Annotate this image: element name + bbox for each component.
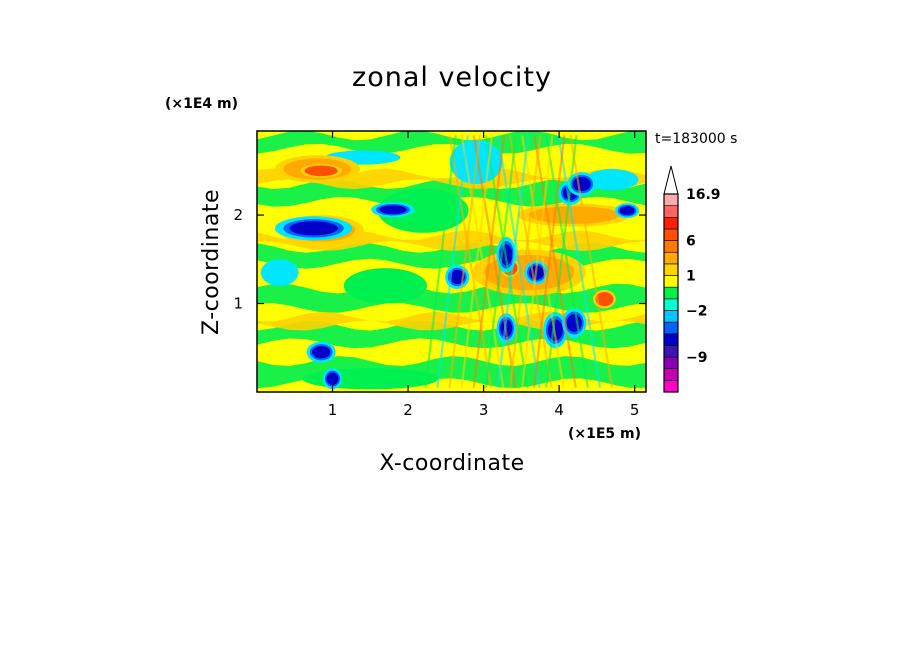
x-units-label: (×1E5 m): [568, 426, 641, 442]
y-tick-label: 2: [233, 206, 243, 224]
colorbar-level: [663, 345, 679, 358]
field-streak: [496, 135, 530, 388]
colorbar-level: [663, 216, 679, 230]
field-region-blue: [566, 314, 582, 332]
field-region-cyan: [260, 259, 299, 286]
field-region-blue: [619, 206, 635, 216]
field-region-blue: [289, 221, 338, 236]
field-streak: [545, 135, 589, 388]
x-axis-title: X-coordinate: [379, 451, 524, 476]
field-streak: [448, 135, 481, 388]
field-streak: [557, 135, 602, 388]
x-tick-label: 3: [479, 401, 489, 419]
field-band: [257, 283, 646, 313]
colorbar-level: [663, 333, 679, 346]
field-region-orange: [528, 206, 620, 224]
y-tick-label: 1: [233, 295, 243, 313]
colorbar-level: [663, 228, 679, 241]
colorbar-tick-label: −2: [686, 303, 707, 319]
colorbar-tick-label: 16.9: [686, 187, 721, 203]
colorbar-level: [663, 380, 679, 393]
colorbar-level: [663, 321, 679, 335]
x-tick-label: 4: [554, 401, 564, 419]
colorbar-extend-max: [663, 165, 679, 195]
field-streak: [569, 135, 614, 388]
colorbar-level: [663, 286, 679, 300]
field-streak: [496, 135, 541, 388]
y-units-label: (×1E4 m): [165, 96, 238, 112]
colorbar-tick-label: −9: [686, 350, 707, 366]
field-region-red: [304, 165, 338, 177]
colorbar-level: [663, 263, 679, 276]
colorbar-level: [663, 193, 679, 206]
field-region-blue: [312, 345, 331, 359]
field-streak: [436, 135, 469, 388]
colorbar-level: [663, 310, 679, 323]
y-axis-title: Z-coordinate: [199, 189, 224, 335]
field-streak: [521, 135, 554, 388]
plot-frame: [256, 130, 647, 393]
colorbar-tick-label: 1: [686, 269, 696, 285]
colorbar-level: [663, 251, 679, 265]
field-region-green: [343, 268, 427, 304]
field-streak: [460, 135, 494, 388]
colorbar-frame: [663, 193, 679, 393]
field-region-blue: [379, 205, 407, 215]
field-streak: [545, 135, 578, 388]
field-region-green: [302, 368, 439, 390]
field-blobs: [260, 139, 640, 390]
field-streak: [472, 135, 517, 388]
colorbar-level: [663, 356, 679, 370]
x-ticks: 1 2 3 4 5: [328, 131, 640, 419]
field-region-red: [595, 292, 614, 307]
colorbar-level: [663, 298, 679, 311]
time-label: t=183000 s: [655, 131, 737, 147]
y-ticks: 12: [233, 206, 646, 313]
field-streaks: [424, 135, 614, 388]
colorbar: 16.9 6 1 −2 −9: [663, 165, 721, 393]
field-region-blue: [449, 269, 465, 285]
field-streak: [424, 135, 457, 388]
field-streak: [521, 135, 565, 388]
colorbar-level: [663, 275, 679, 288]
field-region-cyan: [585, 169, 639, 191]
field-streak: [484, 135, 518, 388]
field-streak: [484, 135, 529, 388]
field-streak: [533, 135, 577, 388]
colorbar-level: [663, 368, 679, 381]
x-tick-label: 2: [403, 401, 413, 419]
field-streak: [533, 135, 566, 388]
field-streak: [508, 135, 553, 388]
x-tick-label: 1: [328, 401, 338, 419]
field-streak: [508, 135, 542, 388]
chart-title: zonal velocity: [352, 62, 552, 93]
colorbar-level: [663, 205, 679, 218]
x-tick-label: 5: [630, 401, 640, 419]
velocity-field: [257, 131, 646, 392]
field-streak: [472, 135, 506, 388]
field-streak: [448, 135, 493, 388]
colorbar-level: [663, 240, 679, 253]
colorbar-tick-label: 6: [686, 234, 696, 250]
field-streak: [460, 135, 505, 388]
field-region-blue: [572, 177, 591, 192]
field-region-blue: [326, 372, 339, 385]
